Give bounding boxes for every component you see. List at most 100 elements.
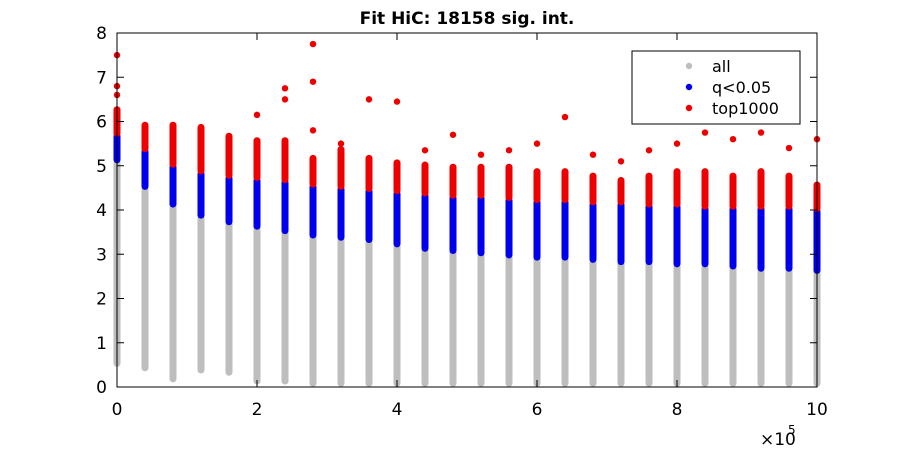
data-point-column bbox=[645, 172, 653, 208]
y-tick-label: 2 bbox=[96, 290, 107, 310]
data-point-column bbox=[365, 188, 373, 243]
legend: all q<0.05 top1000 bbox=[631, 50, 801, 125]
data-point-column bbox=[757, 205, 765, 272]
data-point bbox=[309, 40, 317, 48]
data-point-column bbox=[673, 168, 681, 208]
series-q-0-05 bbox=[113, 132, 821, 274]
data-point-column bbox=[225, 174, 233, 226]
data-point-column bbox=[533, 256, 541, 387]
x-tick-label: 4 bbox=[392, 400, 403, 420]
data-point-column bbox=[169, 121, 177, 168]
data-point-column bbox=[617, 177, 625, 206]
x-multiplier-base: ×10 bbox=[760, 430, 796, 450]
data-point-column bbox=[729, 265, 737, 387]
data-point-column bbox=[169, 203, 177, 383]
data-point-column bbox=[421, 192, 429, 252]
axes: 0 2 4 6 8 10 0 1 2 3 4 5 6 7 8 bbox=[96, 24, 828, 420]
data-point-column bbox=[561, 256, 569, 387]
x-tick-label: 8 bbox=[672, 400, 683, 420]
data-point-column bbox=[505, 163, 513, 201]
data-point-column bbox=[365, 238, 373, 387]
data-point-column bbox=[253, 137, 261, 182]
x-tick-label: 6 bbox=[532, 400, 543, 420]
data-point-column bbox=[533, 199, 541, 261]
data-point-column bbox=[309, 183, 317, 239]
data-point bbox=[449, 131, 457, 138]
data-point bbox=[393, 98, 401, 105]
data-point-column bbox=[729, 205, 737, 270]
data-point bbox=[729, 136, 737, 143]
data-point bbox=[757, 129, 765, 136]
chart-title: Fit HiC: 18158 sig. int. bbox=[360, 9, 575, 29]
data-point-column bbox=[309, 234, 317, 387]
x-tick-label: 2 bbox=[252, 400, 263, 420]
data-point bbox=[421, 147, 429, 154]
data-point-column bbox=[281, 137, 289, 184]
data-point bbox=[253, 111, 261, 119]
x-tick-label: 0 bbox=[112, 400, 123, 420]
data-point bbox=[701, 129, 709, 136]
y-tick-label: 7 bbox=[96, 68, 107, 88]
points-layer bbox=[113, 40, 821, 387]
data-point-column bbox=[645, 261, 653, 387]
data-point-column bbox=[449, 250, 457, 387]
data-point-column bbox=[785, 172, 793, 210]
x-tick-label: 10 bbox=[806, 400, 828, 420]
legend-box bbox=[631, 50, 801, 125]
data-point bbox=[337, 140, 345, 147]
data-point-column bbox=[785, 205, 793, 272]
legend-marker bbox=[685, 104, 693, 112]
data-point-column bbox=[449, 194, 457, 255]
data-point-column bbox=[393, 243, 401, 387]
legend-label: q<0.05 bbox=[712, 78, 771, 97]
legend-marker bbox=[685, 62, 693, 70]
data-point-column bbox=[505, 254, 513, 387]
data-point-column bbox=[253, 177, 261, 230]
data-point-column bbox=[393, 190, 401, 248]
data-point-column bbox=[477, 194, 485, 257]
data-point bbox=[309, 127, 317, 134]
data-point bbox=[589, 151, 597, 158]
data-point bbox=[477, 151, 485, 158]
data-point-column bbox=[477, 252, 485, 387]
data-point-column bbox=[645, 203, 653, 266]
data-point-column bbox=[309, 154, 317, 188]
y-tick-label: 5 bbox=[96, 157, 107, 177]
data-point-column bbox=[617, 201, 625, 266]
data-point-column bbox=[141, 185, 149, 372]
data-point-column bbox=[673, 203, 681, 268]
data-point-column bbox=[505, 196, 513, 259]
data-point-column bbox=[589, 201, 597, 263]
data-point-column bbox=[421, 161, 429, 197]
data-point-column bbox=[225, 221, 233, 376]
data-point-column bbox=[701, 263, 709, 387]
x-multiplier-exponent: 5 bbox=[788, 423, 796, 437]
data-point-column bbox=[281, 230, 289, 385]
data-point-column bbox=[533, 168, 541, 204]
legend-label: all bbox=[712, 57, 731, 76]
data-point-column bbox=[589, 172, 597, 206]
data-point-column bbox=[197, 214, 205, 374]
data-point bbox=[281, 96, 289, 103]
data-point-column bbox=[589, 258, 597, 387]
data-point-column bbox=[197, 170, 205, 219]
data-point-column bbox=[365, 154, 373, 193]
data-point-column bbox=[141, 148, 149, 190]
data-point bbox=[561, 113, 569, 121]
data-point-column bbox=[701, 205, 709, 268]
data-point-column bbox=[617, 261, 625, 387]
data-point-column bbox=[141, 121, 149, 153]
data-point-column bbox=[561, 168, 569, 204]
data-point-column bbox=[701, 168, 709, 210]
data-point-column bbox=[169, 163, 177, 208]
data-point-column bbox=[785, 267, 793, 387]
data-point bbox=[505, 147, 513, 154]
data-point-column bbox=[757, 168, 765, 210]
y-tick-label: 6 bbox=[96, 113, 107, 133]
data-point bbox=[617, 158, 625, 165]
series-top1000 bbox=[113, 40, 821, 212]
data-point-column bbox=[253, 225, 261, 385]
data-point-column bbox=[757, 267, 765, 387]
data-point bbox=[365, 96, 373, 103]
data-point-column bbox=[477, 163, 485, 199]
